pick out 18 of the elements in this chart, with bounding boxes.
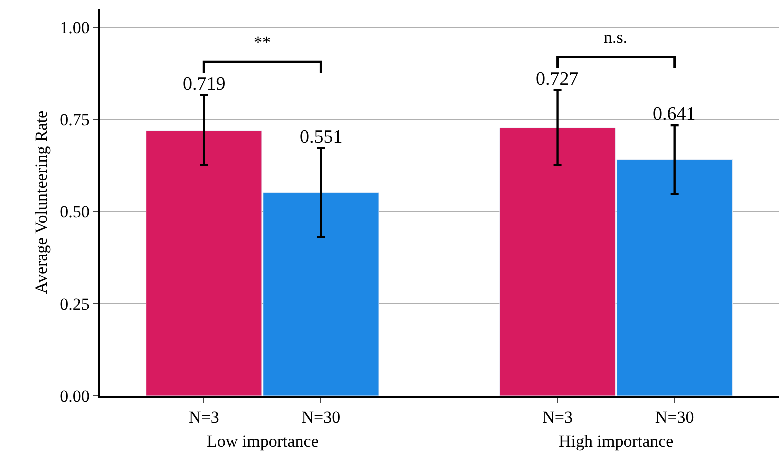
data-label: 0.719 — [183, 74, 226, 95]
data-label: 0.641 — [653, 104, 696, 125]
annotation: ** — [254, 33, 271, 52]
y-tick-label: 0.75 — [60, 110, 90, 130]
data-label: 0.727 — [536, 69, 579, 90]
y-tick-label: 1.00 — [60, 18, 90, 38]
y-axis-title: Average Volunteering Rate — [32, 110, 52, 294]
series-label: N=3 — [188, 408, 220, 428]
y-tick-label: 0.50 — [60, 202, 90, 222]
text: N=3 — [542, 408, 573, 428]
annotation: n.s. — [604, 28, 628, 47]
y-tick-label: 0.00 — [60, 386, 90, 406]
text: N=30 — [655, 408, 694, 428]
data-label: 0.551 — [300, 127, 343, 148]
x-tick-label: Low importance — [207, 432, 319, 451]
x-tick-label: High importance — [559, 432, 674, 451]
series-label: N=30 — [302, 408, 341, 428]
y-tick-label: 0.25 — [60, 294, 90, 314]
